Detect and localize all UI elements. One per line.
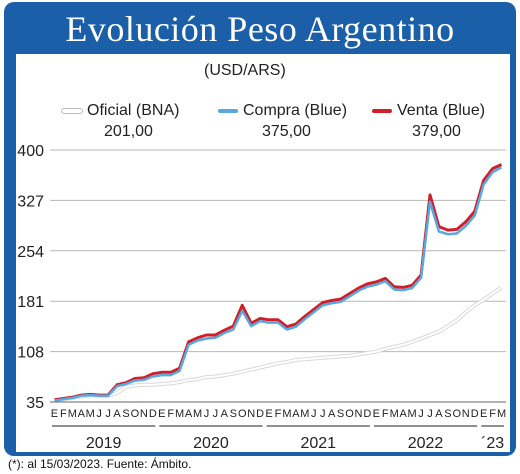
x-tick-label: A	[292, 408, 300, 420]
legend-label-compra: Compra (Blue)	[243, 102, 348, 119]
x-tick-label: N	[462, 408, 470, 420]
x-tick-label: D	[149, 408, 157, 420]
legend-swatch-compra	[218, 108, 238, 113]
x-tick-label: E	[480, 408, 487, 420]
x-tick-label: J	[213, 408, 219, 420]
x-tick-label: A	[113, 408, 121, 420]
legend-item-venta: Venta (Blue)	[372, 102, 485, 120]
x-tick-label: O	[453, 408, 462, 420]
series-line-compra	[54, 166, 503, 402]
chart-title: Evolución Peso Argentino	[65, 9, 455, 49]
x-tick-label: O	[238, 408, 247, 420]
x-tick-label: M	[68, 408, 77, 420]
legend-swatch-venta	[372, 108, 392, 113]
x-tick-label: M	[390, 408, 399, 420]
legend-label-venta: Venta (Blue)	[397, 102, 486, 119]
x-tick-label: D	[363, 408, 371, 420]
legend-swatch-oficial	[62, 108, 82, 113]
y-tick-label: 35	[26, 395, 44, 412]
x-tick-label: F	[167, 408, 174, 420]
x-tick-label: J	[320, 408, 326, 420]
x-tick-label: J	[204, 408, 210, 420]
x-tick-label: O	[131, 408, 140, 420]
x-tick-label: D	[256, 408, 264, 420]
x-tick-label: S	[122, 408, 129, 420]
x-tick-label: A	[400, 408, 408, 420]
year-label: 2022	[408, 435, 444, 452]
plot-background	[16, 54, 510, 452]
chart-panel: Evolución Peso Argentino	[4, 2, 516, 456]
x-tick-label: N	[140, 408, 148, 420]
x-tick-label: N	[354, 408, 362, 420]
x-tick-label: M	[86, 408, 95, 420]
x-tick-label: A	[435, 408, 443, 420]
y-tick-label: 108	[17, 345, 44, 362]
x-tick-label: M	[300, 408, 309, 420]
x-tick-label: E	[51, 408, 58, 420]
x-tick-label: J	[311, 408, 317, 420]
y-tick-label: 400	[17, 143, 44, 160]
x-tick-label: S	[230, 408, 237, 420]
y-tick-label: 254	[17, 244, 44, 261]
x-tick-label: J	[427, 408, 433, 420]
legend-item-oficial: Oficial (BNA)	[62, 102, 179, 120]
x-tick-label: M	[175, 408, 184, 420]
year-label: 2020	[193, 435, 229, 452]
x-tick-label: J	[105, 408, 111, 420]
y-tick-label: 327	[17, 193, 44, 210]
x-tick-label: A	[328, 408, 336, 420]
footnote: (*): al 15/03/2023. Fuente: Ámbito.	[8, 457, 192, 471]
x-tick-label: N	[247, 408, 255, 420]
legend-value-oficial: 201,00	[104, 123, 153, 140]
x-tick-label: S	[444, 408, 451, 420]
legend-item-compra: Compra (Blue)	[218, 102, 347, 120]
x-tick-label: O	[345, 408, 354, 420]
series-line-oficial	[54, 286, 503, 401]
x-tick-label: A	[78, 408, 86, 420]
x-tick-label: M	[282, 408, 291, 420]
x-tick-label: S	[337, 408, 344, 420]
x-tick-label: E	[265, 408, 272, 420]
legend-label-oficial: Oficial (BNA)	[87, 102, 180, 119]
year-label: 2019	[86, 435, 122, 452]
x-tick-label: A	[221, 408, 229, 420]
x-tick-label: E	[158, 408, 165, 420]
x-tick-label: F	[275, 408, 282, 420]
x-tick-label: F	[60, 408, 67, 420]
legend-value-venta: 379,00	[412, 123, 461, 140]
x-tick-label: A	[185, 408, 193, 420]
x-tick-label: M	[408, 408, 417, 420]
x-tick-label: F	[489, 408, 496, 420]
year-label: 2021	[300, 435, 336, 452]
x-tick-label: M	[497, 408, 506, 420]
x-tick-label: D	[471, 408, 479, 420]
x-tick-label: E	[373, 408, 380, 420]
legend-value-compra: 375,00	[262, 123, 311, 140]
x-tick-label: M	[193, 408, 202, 420]
year-label: ´23	[481, 435, 504, 452]
y-tick-label: 181	[17, 294, 44, 311]
unit-label: (USD/ARS)	[204, 62, 286, 79]
x-tick-label: J	[96, 408, 102, 420]
x-tick-label: J	[418, 408, 424, 420]
x-tick-label: F	[382, 408, 389, 420]
